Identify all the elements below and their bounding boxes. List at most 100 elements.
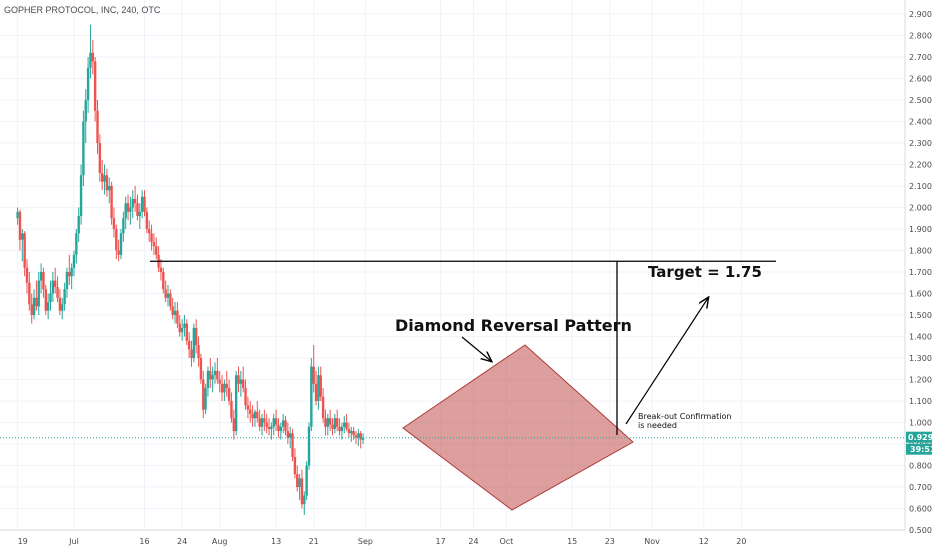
candle — [251, 405, 254, 427]
candle-body — [152, 241, 156, 247]
candle-body — [244, 388, 247, 406]
candle-body — [61, 304, 64, 311]
time-axis[interactable]: 19 Jul 16 24 Aug 13 21 Sep 17 24 Oct 15 23 Nov 12 20 — [18, 537, 747, 546]
candle-body — [91, 52, 94, 62]
candle — [32, 289, 36, 320]
candle — [253, 409, 257, 427]
breakout-label-line1: Break-out Confirmation — [638, 412, 732, 421]
candle — [307, 422, 311, 470]
candle-body — [317, 375, 320, 401]
candle-body — [115, 229, 118, 251]
candle-body — [77, 216, 80, 234]
candle-body — [133, 198, 137, 204]
candle-body — [75, 233, 78, 255]
candle — [169, 289, 172, 311]
candle-body — [197, 345, 200, 358]
candle — [270, 422, 273, 440]
candle — [162, 267, 165, 294]
time-tick-label: 24 — [177, 537, 187, 546]
candle — [166, 284, 170, 307]
candle — [129, 196, 132, 225]
candle — [68, 254, 71, 285]
candle-body — [286, 431, 290, 438]
candle — [124, 196, 127, 229]
candle — [357, 428, 360, 447]
candle-body — [192, 327, 196, 358]
candle — [272, 413, 275, 436]
candle-body — [230, 401, 233, 419]
candle-body — [72, 254, 76, 268]
candle — [86, 57, 90, 113]
candle — [296, 465, 299, 492]
candle-body — [357, 433, 360, 438]
price-tick-label: 1.4000 — [909, 333, 932, 342]
candle-body — [58, 297, 62, 311]
candle-body — [199, 358, 203, 380]
time-tick-label: 12 — [699, 537, 709, 546]
time-tick-label: 21 — [309, 537, 319, 546]
candle-body — [336, 418, 339, 427]
candle-body — [122, 218, 125, 234]
time-tick-label: Nov — [644, 537, 660, 546]
candle — [192, 323, 196, 363]
candle-body — [209, 370, 212, 380]
candle-body — [65, 272, 69, 290]
candle — [338, 418, 341, 436]
candle — [305, 461, 308, 500]
candle — [202, 370, 205, 419]
candle — [180, 319, 184, 341]
candle-body — [86, 67, 90, 100]
time-tick-label: Jul — [68, 537, 79, 546]
candle — [159, 259, 163, 281]
candle — [54, 267, 57, 294]
price-tick-label: 2.3000 — [909, 139, 932, 148]
time-tick-label: 19 — [18, 537, 28, 546]
candle — [331, 418, 334, 436]
candle-body — [148, 229, 151, 234]
candle-body — [108, 186, 111, 191]
candle-body — [328, 418, 332, 425]
candle — [82, 110, 85, 186]
candle-body — [117, 250, 120, 255]
price-tick-label: 2.1000 — [909, 182, 932, 191]
candle-body — [98, 143, 102, 174]
candle — [56, 276, 59, 303]
candle — [18, 209, 22, 251]
candle-body — [277, 424, 280, 432]
candle — [265, 413, 268, 434]
candle — [51, 272, 55, 303]
diamond-pattern-shape[interactable] — [402, 344, 634, 511]
candle — [42, 267, 45, 298]
candle — [274, 409, 278, 432]
candle — [317, 366, 320, 410]
candle-body — [37, 280, 40, 307]
candle — [227, 379, 231, 406]
candle — [145, 207, 149, 234]
candle — [89, 24, 92, 79]
candle — [293, 448, 297, 479]
price-tick-label: 2.2000 — [909, 161, 932, 170]
candle-body — [173, 310, 177, 315]
candle — [96, 100, 99, 154]
candle — [340, 422, 344, 440]
candle-body — [49, 293, 52, 303]
candle — [343, 416, 346, 434]
candle — [312, 345, 315, 393]
candle — [84, 89, 87, 143]
candle-body — [314, 383, 318, 401]
candle-body — [124, 203, 127, 219]
candle — [93, 57, 97, 122]
candle-body — [220, 383, 224, 393]
candle-body — [164, 289, 167, 298]
candle-body — [296, 474, 299, 487]
candle — [345, 413, 348, 432]
candle — [347, 422, 351, 438]
candle-body — [93, 61, 97, 111]
